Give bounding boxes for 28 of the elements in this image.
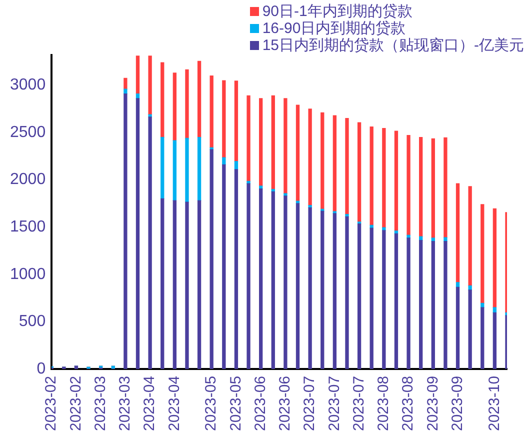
x-tick-label: 2023-06 xyxy=(276,376,294,432)
y-tick-label: 0 xyxy=(36,360,46,378)
x-tick-label: 2023-03 xyxy=(92,376,109,432)
y-tick-label: 500 xyxy=(18,313,46,330)
x-tick-label: 2023-05 xyxy=(227,376,244,432)
y-tick-label: 1500 xyxy=(10,218,46,236)
legend-label: 16-90日内到期的贷款 xyxy=(261,20,407,37)
x-tick-label: 2023-07 xyxy=(301,376,318,432)
x-tick-label: 2023-06 xyxy=(252,376,269,432)
x-tick-label: 2023-09 xyxy=(448,376,466,432)
y-tick-label: 1000 xyxy=(10,266,46,283)
x-tick-label: 2023-10 xyxy=(486,376,503,432)
x-tick-label: 2023-02 xyxy=(42,376,60,432)
x-tick-label: 2023-08 xyxy=(400,376,417,432)
legend-label: 15日内到期的贷款（贴现窗口）-亿美元 xyxy=(261,37,524,54)
x-tick-label: 2023-07 xyxy=(326,376,343,432)
legend-label: 90日-1年内到期的贷款 xyxy=(261,3,414,20)
x-tick-label: 2023-03 xyxy=(116,376,134,432)
y-tick-label: 2500 xyxy=(10,124,46,141)
x-tick-label: 2023-04 xyxy=(141,376,158,432)
y-tick-label: 3000 xyxy=(10,76,46,94)
y-tick-label: 2000 xyxy=(10,171,46,188)
x-tick-label: 2023-04 xyxy=(166,376,183,432)
x-tick-label: 2023-02 xyxy=(67,376,84,432)
x-tick-label: 2023-07 xyxy=(350,376,368,432)
x-tick-label: 2023-05 xyxy=(202,376,220,432)
x-tick-label: 2023-09 xyxy=(424,376,442,432)
x-tick-label: 2023-08 xyxy=(375,376,392,432)
